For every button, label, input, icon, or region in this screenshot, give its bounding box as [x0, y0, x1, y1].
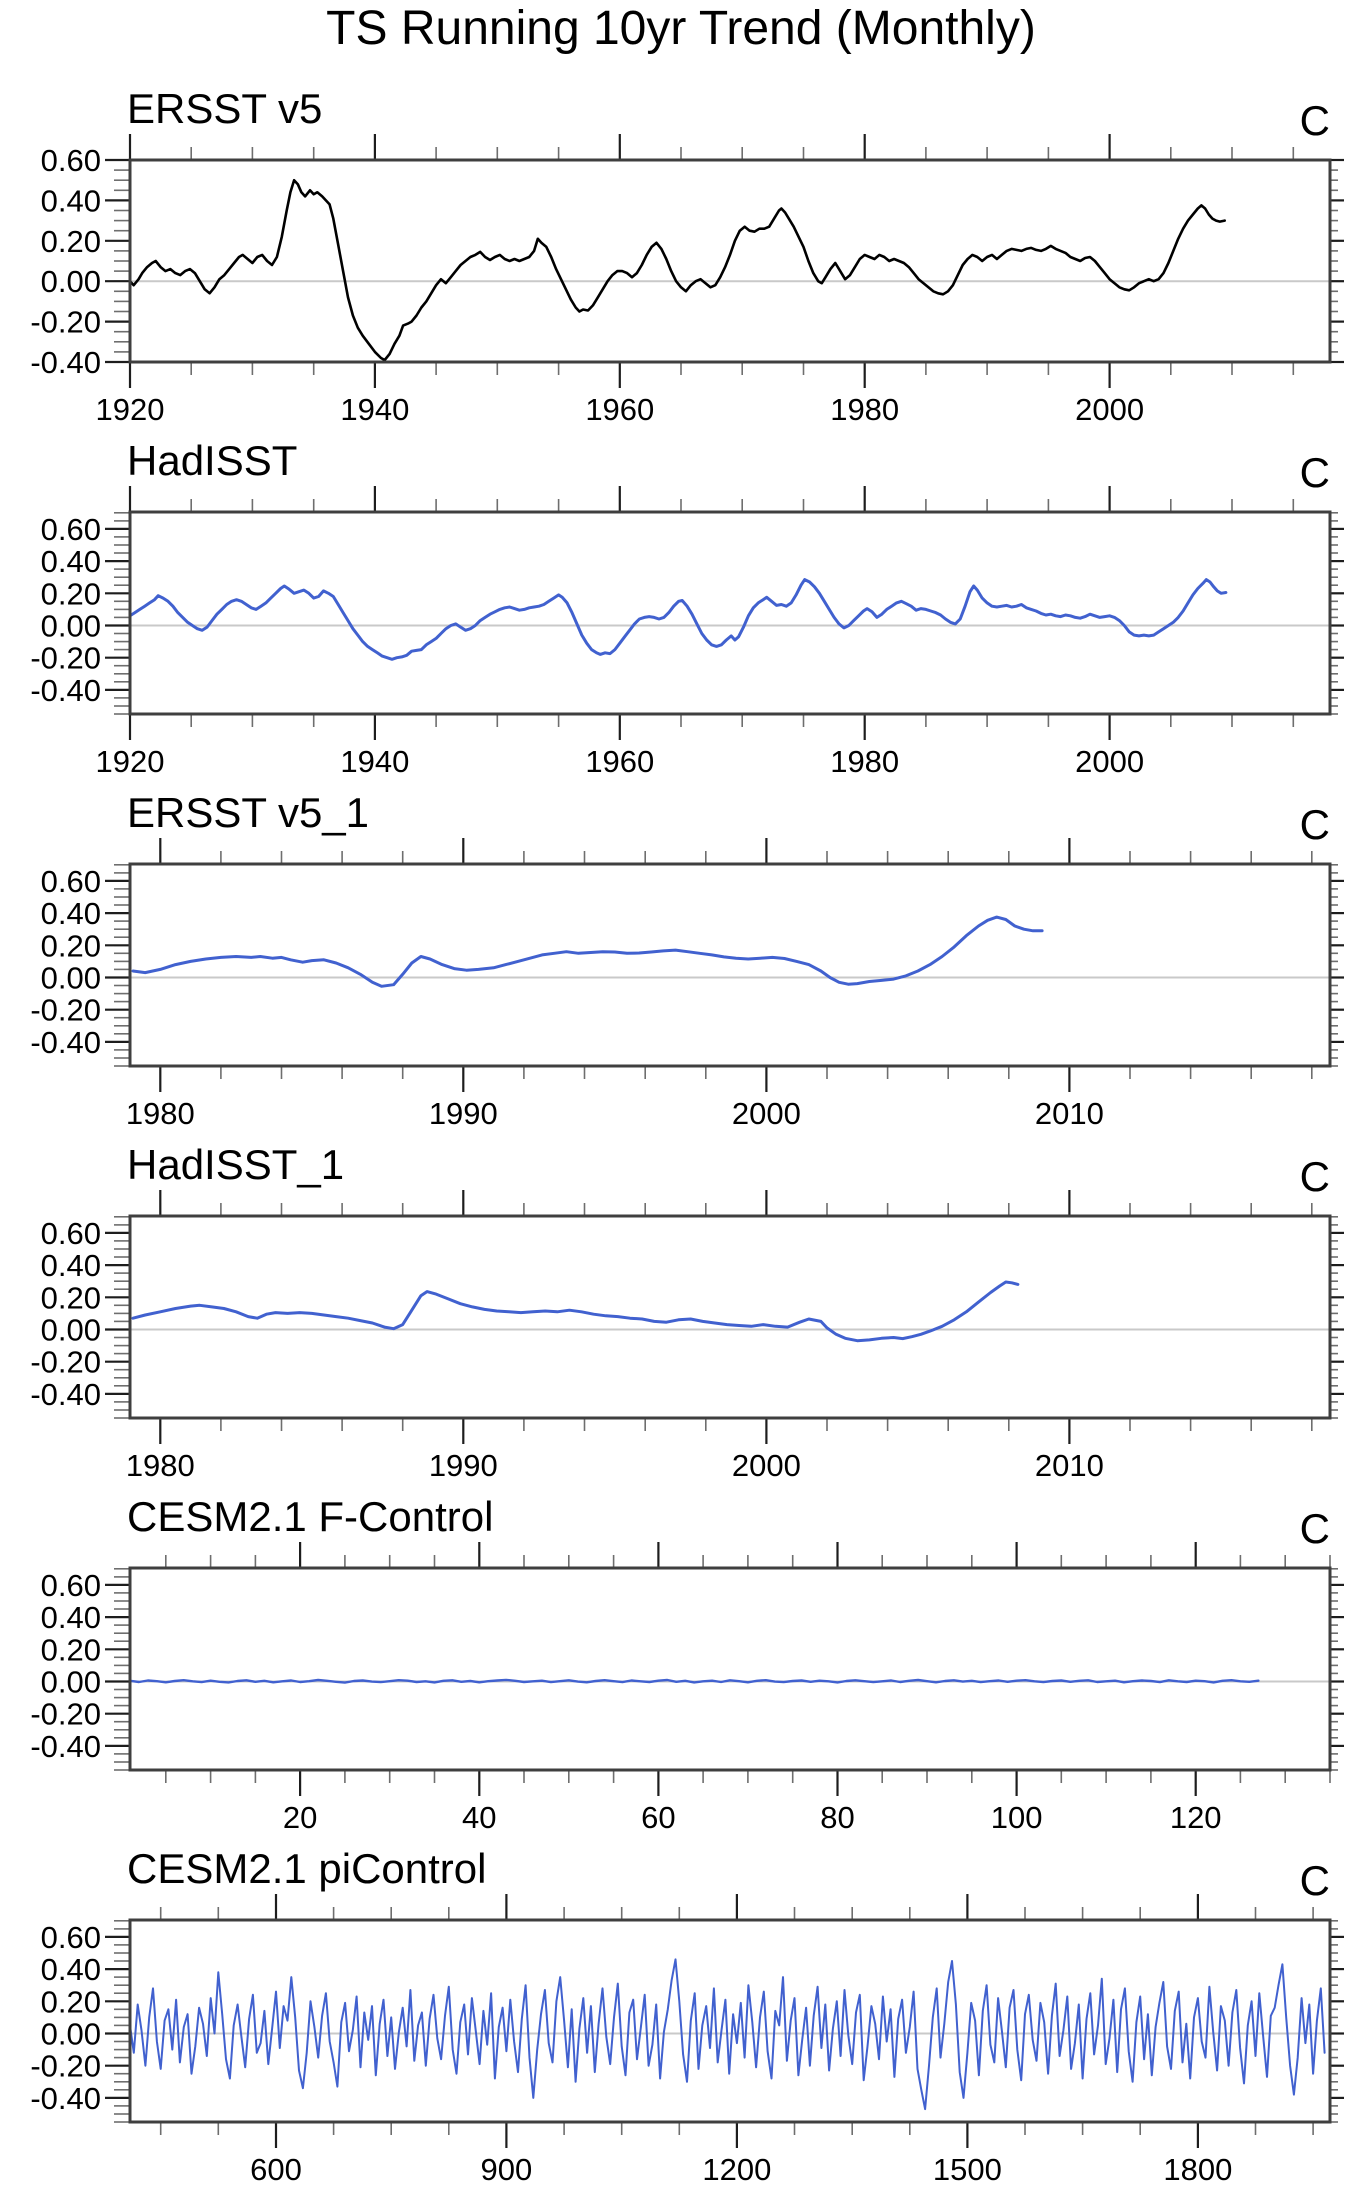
svg-text:0.00: 0.00 [41, 1313, 101, 1348]
panel-cesm21-f-control: CESM2.1 F-Control C 20 40 60 80 100 120 0.60 0.… [0, 1476, 1362, 1844]
svg-text:-0.20: -0.20 [30, 1697, 101, 1732]
svg-text:100: 100 [991, 1800, 1043, 1835]
svg-text:0.20: 0.20 [41, 576, 101, 611]
svg-text:60: 60 [641, 1800, 675, 1835]
units-label-celsius: C [1299, 1505, 1330, 1552]
svg-text:0.40: 0.40 [41, 1600, 101, 1635]
svg-text:-0.20: -0.20 [30, 305, 101, 340]
svg-text:1980: 1980 [126, 1448, 195, 1483]
svg-text:120: 120 [1170, 1800, 1222, 1835]
svg-text:1980: 1980 [830, 392, 899, 427]
svg-text:80: 80 [820, 1800, 854, 1835]
svg-text:0.00: 0.00 [41, 1665, 101, 1700]
svg-text:-0.40: -0.40 [30, 345, 101, 380]
panel-ersst-v5-1: ERSST v5_1 C 1980 1990 2000 2010 0.60 0.40 0.2… [0, 772, 1362, 1140]
svg-text:0.20: 0.20 [41, 928, 101, 963]
svg-text:0.40: 0.40 [41, 1952, 101, 1987]
svg-text:0.00: 0.00 [41, 609, 101, 644]
svg-text:0.60: 0.60 [41, 512, 101, 547]
svg-text:0.60: 0.60 [41, 1568, 101, 1603]
svg-text:2010: 2010 [1035, 1096, 1104, 1131]
svg-text:1960: 1960 [585, 744, 654, 779]
panel-title-hadisst: HadISST [127, 437, 298, 484]
svg-text:0.00: 0.00 [41, 264, 101, 299]
svg-text:900: 900 [481, 2152, 533, 2187]
svg-text:0.00: 0.00 [41, 961, 101, 996]
svg-text:0.60: 0.60 [41, 864, 101, 899]
svg-text:1940: 1940 [340, 392, 409, 427]
svg-text:-0.40: -0.40 [30, 1729, 101, 1764]
svg-text:1500: 1500 [933, 2152, 1002, 2187]
panel-title-ersst-v5: ERSST v5 [127, 85, 323, 132]
hadisst-plot: 1920 1940 1960 1980 2000 0.600.400.200.00-0.2… [30, 486, 1344, 779]
svg-text:600: 600 [250, 2152, 302, 2187]
units-label-celsius: C [1299, 1153, 1330, 1200]
svg-text:1800: 1800 [1163, 2152, 1232, 2187]
svg-text:-0.20: -0.20 [30, 993, 101, 1028]
figure-title: TS Running 10yr Trend (Monthly) [326, 2, 1036, 55]
svg-text:1920: 1920 [96, 392, 165, 427]
svg-text:40: 40 [462, 1800, 496, 1835]
svg-text:-0.20: -0.20 [30, 1345, 101, 1380]
svg-text:20: 20 [283, 1800, 317, 1835]
panel-title-hadisst-1: HadISST_1 [127, 1141, 345, 1188]
svg-text:1980: 1980 [126, 1096, 195, 1131]
svg-text:2010: 2010 [1035, 1448, 1104, 1483]
panel-title-cesm21-picontrol: CESM2.1 piControl [127, 1845, 487, 1892]
svg-text:-0.20: -0.20 [30, 2049, 101, 2084]
svg-text:0.60: 0.60 [41, 143, 101, 178]
svg-text:1940: 1940 [340, 744, 409, 779]
hadisst-1-plot: 1980 1990 2000 2010 0.600.400.200.00-0.20-0.… [30, 1190, 1344, 1483]
units-label-celsius: C [1299, 801, 1330, 848]
svg-text:-0.40: -0.40 [30, 2081, 101, 2116]
svg-text:0.20: 0.20 [41, 224, 101, 259]
svg-text:1980: 1980 [830, 744, 899, 779]
svg-text:2000: 2000 [732, 1448, 801, 1483]
panel-ersst-v5: ERSST v5 C 1920 1940 1960 1980 2000 0.60 0.40 0… [0, 68, 1362, 436]
cesm21-picontrol-plot: 600 900 1200 1500 1800 0.600.400.200.00-0.20-… [30, 1894, 1344, 2187]
units-label-celsius: C [1299, 97, 1330, 144]
panel-hadisst: HadISST C 1920 1940 1960 1980 2000 0.60 0.40 0.… [0, 420, 1362, 788]
svg-text:-0.40: -0.40 [30, 673, 101, 708]
ersst-v5-1-plot: 1980 1990 2000 2010 0.600.400.200.00-0.20-0.… [30, 838, 1344, 1131]
svg-text:1200: 1200 [702, 2152, 771, 2187]
ersst-v5-plot: 1920 1940 1960 1980 2000 0.60 0.40 0.20 0.00 -0.2… [30, 134, 1344, 427]
svg-text:1990: 1990 [429, 1096, 498, 1131]
panel-title-ersst-v5-1: ERSST v5_1 [127, 789, 370, 836]
svg-text:2000: 2000 [732, 1096, 801, 1131]
svg-text:0.40: 0.40 [41, 544, 101, 579]
svg-text:-0.20: -0.20 [30, 641, 101, 676]
svg-text:0.40: 0.40 [41, 1248, 101, 1283]
svg-text:0.60: 0.60 [41, 1920, 101, 1955]
svg-text:0.00: 0.00 [41, 2017, 101, 2052]
svg-text:1920: 1920 [96, 744, 165, 779]
units-label-celsius: C [1299, 449, 1330, 496]
svg-text:0.20: 0.20 [41, 1632, 101, 1667]
svg-text:1990: 1990 [429, 1448, 498, 1483]
svg-text:0.20: 0.20 [41, 1984, 101, 2019]
svg-text:0.40: 0.40 [41, 183, 101, 218]
cesm21-f-control-plot: 20 40 60 80 100 120 0.600.400.200.00-0.20-0.40 [30, 1542, 1344, 1835]
svg-text:-0.40: -0.40 [30, 1025, 101, 1060]
svg-text:0.60: 0.60 [41, 1216, 101, 1251]
svg-text:2000: 2000 [1075, 744, 1144, 779]
svg-text:0.20: 0.20 [41, 1280, 101, 1315]
svg-text:0.40: 0.40 [41, 896, 101, 931]
panel-title-cesm21-f-control: CESM2.1 F-Control [127, 1493, 494, 1540]
svg-text:1960: 1960 [585, 392, 654, 427]
units-label-celsius: C [1299, 1857, 1330, 1904]
svg-text:-0.40: -0.40 [30, 1377, 101, 1412]
panel-hadisst-1: HadISST_1 C 1980 1990 2000 2010 0.60 0.40 0.20… [0, 1124, 1362, 1492]
panel-cesm21-picontrol: CESM2.1 piControl C 600 900 1200 1500 1800 0.… [0, 1828, 1362, 2196]
svg-text:2000: 2000 [1075, 392, 1144, 427]
